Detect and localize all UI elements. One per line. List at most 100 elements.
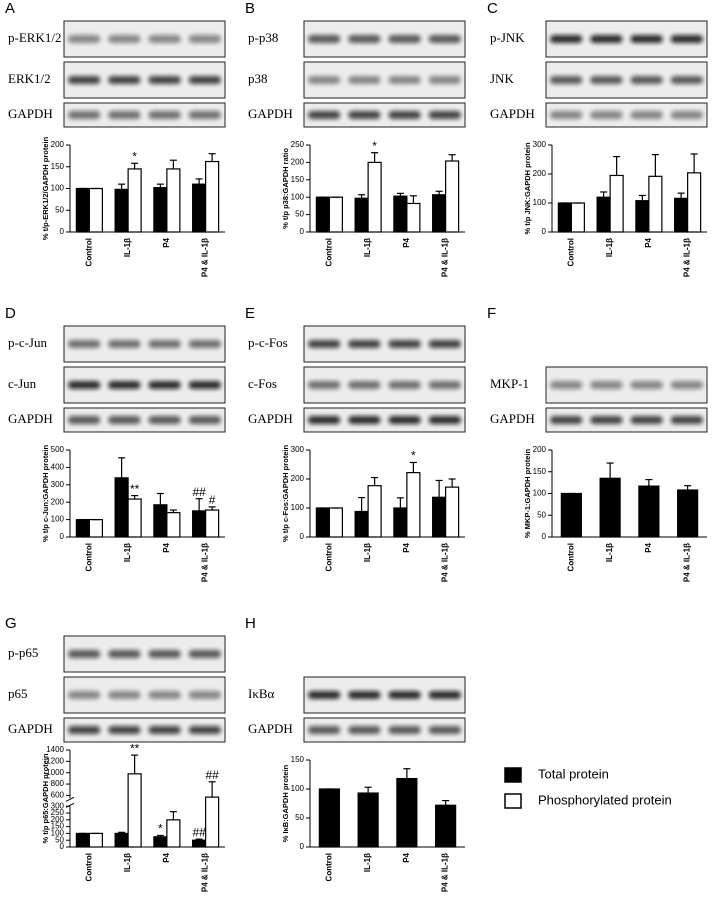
blot-band — [308, 381, 341, 389]
blot-label: GAPDH — [490, 411, 535, 426]
blot-band — [348, 76, 381, 84]
bar — [205, 160, 220, 233]
y-tick-label: 300 — [51, 801, 65, 810]
blot-band — [550, 35, 583, 43]
bar — [153, 504, 168, 538]
bar — [354, 510, 369, 538]
blot-band — [148, 381, 181, 389]
blot-band — [388, 726, 421, 734]
bar — [88, 832, 103, 848]
y-tick-label: 0 — [542, 532, 547, 541]
blot-band — [670, 35, 703, 43]
panel-letter: E — [245, 305, 255, 322]
blot-label: GAPDH — [248, 106, 293, 121]
blot-band — [348, 111, 381, 119]
x-tick-label: Control — [324, 543, 333, 571]
blot-band — [68, 35, 101, 43]
panel-letter: H — [245, 615, 256, 632]
bar — [127, 773, 142, 848]
x-tick-label: P4 & IL-1β — [201, 238, 210, 277]
blot-band — [188, 416, 221, 424]
blot-band — [108, 111, 141, 119]
blot-band — [68, 76, 101, 84]
blot-band — [308, 726, 341, 734]
y-tick-label: 150 — [291, 755, 305, 764]
y-tick-label: 50 — [55, 205, 64, 214]
x-tick-label: Control — [324, 238, 333, 266]
y-tick-label: 0 — [542, 227, 547, 236]
bar — [648, 175, 663, 233]
blot-band — [148, 650, 181, 658]
annotation: * — [372, 139, 377, 153]
x-tick-label: P4 — [644, 542, 653, 552]
blot-band — [428, 726, 461, 734]
blot-band — [348, 35, 381, 43]
bar — [635, 200, 650, 233]
blot-band — [428, 340, 461, 348]
bar — [596, 196, 611, 233]
blot-label: ERK1/2 — [8, 71, 51, 86]
blot-band — [108, 691, 141, 699]
blot-label: JNK — [490, 71, 514, 86]
bar — [315, 196, 330, 233]
panel-letter: F — [487, 305, 496, 322]
y-tick-label: 100 — [51, 515, 65, 524]
bar — [75, 518, 90, 538]
y-tick-label: 150 — [51, 822, 65, 831]
blot-label: GAPDH — [248, 721, 293, 736]
blot-band — [670, 381, 703, 389]
blot-band — [630, 76, 663, 84]
x-tick-label: IL-1β — [363, 853, 372, 872]
x-tick-label: P4 — [162, 542, 171, 552]
x-tick-label: IL-1β — [123, 853, 132, 872]
legend-label: Total protein — [538, 766, 609, 781]
annotation: ** — [130, 741, 140, 755]
y-tick-label: 200 — [533, 169, 547, 178]
blot-band — [188, 35, 221, 43]
blot-label: GAPDH — [248, 411, 293, 426]
bar — [205, 509, 220, 538]
blot-label: p-c-Jun — [8, 335, 47, 350]
blot-band — [428, 111, 461, 119]
y-tick-label: 150 — [291, 175, 305, 184]
blot-label: GAPDH — [8, 411, 53, 426]
bar — [367, 485, 382, 538]
blot-band — [348, 691, 381, 699]
y-tick-label: 50 — [295, 813, 304, 822]
y-tick-label: 300 — [291, 445, 305, 454]
blot-band — [188, 76, 221, 84]
annotation: * — [158, 822, 163, 836]
blot-label: GAPDH — [8, 106, 53, 121]
y-tick-label: 800 — [51, 779, 65, 788]
blot-band — [68, 691, 101, 699]
y-tick-label: 0 — [300, 227, 305, 236]
y-tick-label: 200 — [291, 158, 305, 167]
blot-band — [148, 691, 181, 699]
blot-band — [108, 340, 141, 348]
bar — [328, 196, 343, 233]
blot-label: p38 — [248, 71, 268, 86]
y-axis-label: % t/p p65:GAPDH protein — [41, 753, 50, 843]
blot-band — [308, 111, 341, 119]
x-tick-label: P4 — [162, 237, 171, 247]
blot-band — [590, 381, 623, 389]
bar — [315, 507, 330, 538]
y-tick-label: 0 — [60, 532, 65, 541]
y-tick-label: 200 — [533, 445, 547, 454]
y-axis-label: % t/p p38:GAPDH ratio — [281, 148, 290, 229]
y-tick-label: 500 — [51, 445, 65, 454]
blot-band — [388, 111, 421, 119]
blot-band — [188, 381, 221, 389]
bar — [354, 197, 369, 233]
bar — [153, 836, 168, 848]
x-tick-label: IL-1β — [123, 543, 132, 562]
bar — [114, 832, 129, 848]
blot-label: GAPDH — [490, 106, 535, 121]
bar — [393, 195, 408, 233]
x-tick-label: P4 & IL-1β — [201, 853, 210, 892]
x-tick-label: Control — [324, 853, 333, 881]
blot-band — [148, 340, 181, 348]
x-tick-label: IL-1β — [363, 238, 372, 257]
